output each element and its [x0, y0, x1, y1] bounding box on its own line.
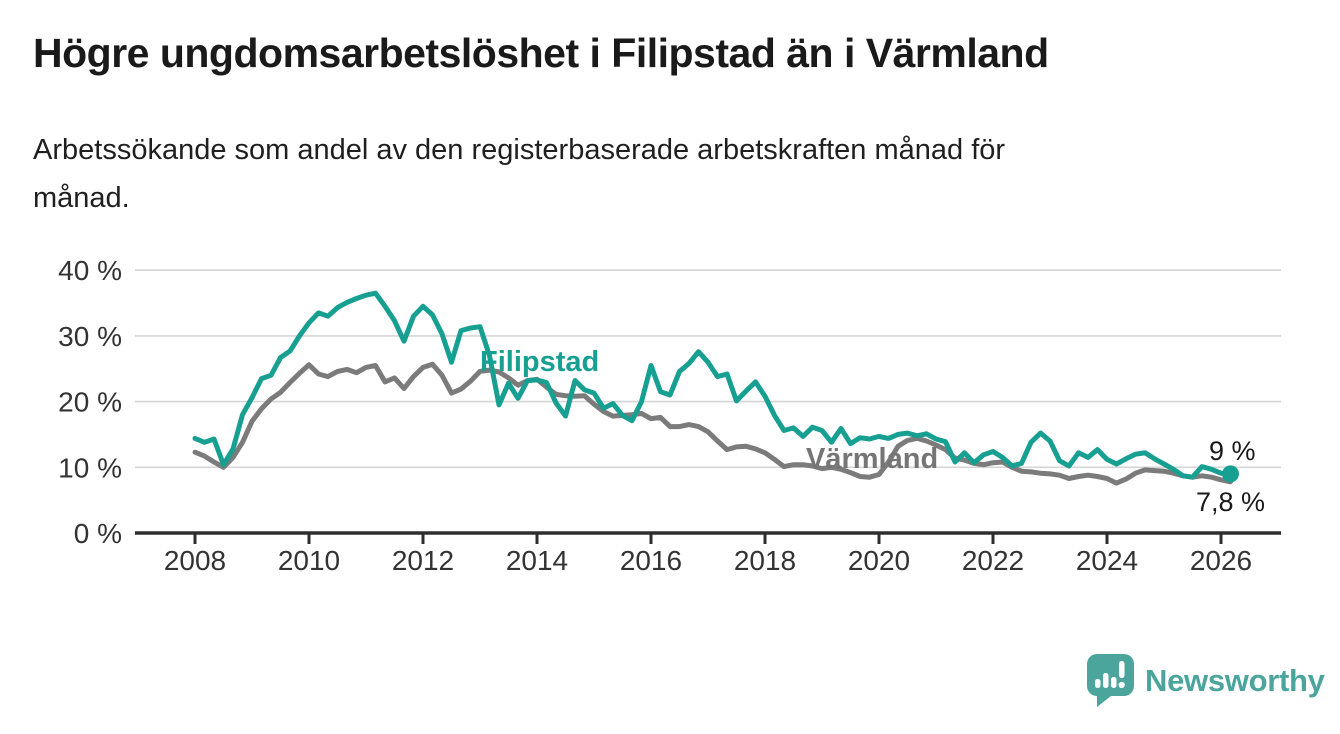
x-axis-label-2020: 2020	[848, 545, 910, 576]
series-label-värmland: Värmland	[806, 443, 938, 475]
unemployment-line-chart: 0 % 10 % 20 % 30 % 40 % 2008 2010 2012 2014 2016 2…	[58, 255, 1281, 576]
y-axis-label-0: 0 %	[74, 518, 122, 549]
series-end-value-filipstad: 9 %	[1209, 436, 1256, 466]
series-line-värmland	[192, 361, 1233, 486]
x-axis-label-2010: 2010	[278, 545, 340, 576]
subtitle-line-2: månad.	[33, 182, 130, 214]
y-axis-label-40: 40 %	[58, 255, 122, 286]
series-end-dot-filipstad	[1222, 465, 1239, 483]
x-axis-label-2012: 2012	[392, 545, 454, 576]
x-axis-label-2014: 2014	[506, 545, 568, 576]
subtitle-line-1: Arbetssökande som andel av den registerb…	[33, 134, 1006, 166]
y-axis-label-20: 20 %	[58, 387, 122, 418]
chart-subtitle: Arbetssökande som andel av den registerb…	[33, 126, 1313, 222]
logo-bar-2	[1103, 673, 1109, 688]
newsworthy-logo: Newsworthy	[1087, 654, 1325, 707]
y-axis-label-10: 10 %	[58, 452, 122, 483]
newsworthy-logo-icon	[1087, 654, 1134, 707]
series-line-filipstad	[192, 290, 1233, 480]
logo-bar-1	[1095, 679, 1101, 688]
logo-bubble	[1087, 654, 1134, 707]
x-axis-label-2016: 2016	[620, 545, 682, 576]
x-axis-label-2022: 2022	[962, 545, 1024, 576]
x-axis-label-2018: 2018	[734, 545, 796, 576]
logo-exclamation-dot	[1118, 681, 1125, 689]
series-end-value-värmland: 7,8 %	[1196, 487, 1265, 517]
line-chart-area: 0 % 10 % 20 % 30 % 40 % 2008 2010 2012 2014 2016 2…	[0, 248, 1340, 600]
newsworthy-wordmark: Newsworthy	[1145, 662, 1325, 698]
x-axis-label-2008: 2008	[164, 545, 226, 576]
series-label-filipstad: Filipstad	[480, 346, 599, 378]
x-axis-label-2024: 2024	[1076, 545, 1138, 576]
x-axis-label-2026: 2026	[1190, 545, 1252, 576]
y-axis-label-30: 30 %	[58, 321, 122, 352]
page-title: Högre ungdomsarbetslöshet i Filipstad än…	[33, 30, 1049, 76]
logo-bar-3	[1111, 677, 1117, 688]
logo-exclamation-bar	[1119, 661, 1125, 678]
